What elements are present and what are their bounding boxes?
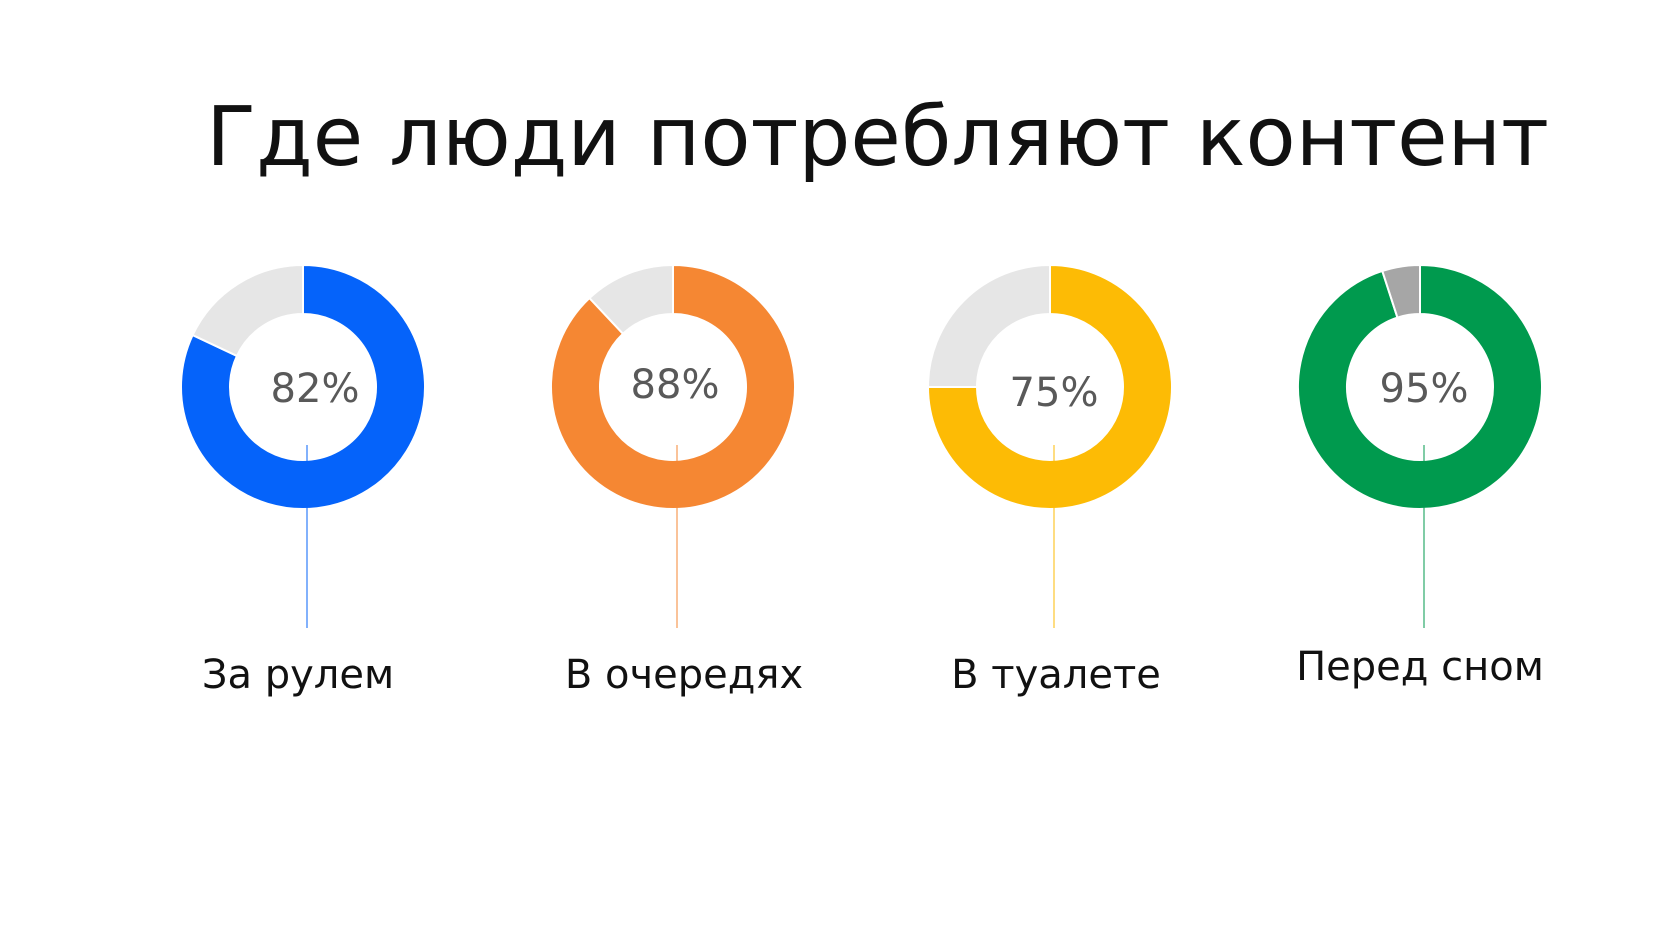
donut-slice-value — [550, 263, 796, 510]
donut-value-label: 95% — [1380, 366, 1469, 412]
donut-chart-1: 88% — [550, 263, 796, 628]
donut-slice-value — [180, 263, 426, 510]
donut-slice-remainder — [191, 263, 304, 358]
chart-label-queues: В очередях — [564, 652, 804, 698]
donut-slice-value — [926, 263, 1173, 510]
donut-value-label: 75% — [1010, 370, 1099, 416]
chart-label-before-sleep: Перед сном — [1296, 644, 1544, 690]
donut-chart-3: 95% — [1297, 263, 1543, 628]
donut-slice-value — [1297, 263, 1543, 510]
donut-slice-remainder — [1381, 263, 1421, 319]
donut-chart-2: 75% — [926, 263, 1173, 628]
donut-value-label: 82% — [271, 366, 360, 412]
donut-chart-0: 82% — [180, 263, 426, 628]
slide-title: Где люди потребляют контент — [206, 90, 1549, 185]
donut-slice-remainder — [588, 263, 674, 336]
donut-value-label: 88% — [631, 362, 720, 408]
chart-label-driving: За рулем — [201, 652, 395, 698]
donut-slice-remainder — [926, 263, 1051, 388]
chart-label-toilet: В туалете — [951, 652, 1161, 698]
